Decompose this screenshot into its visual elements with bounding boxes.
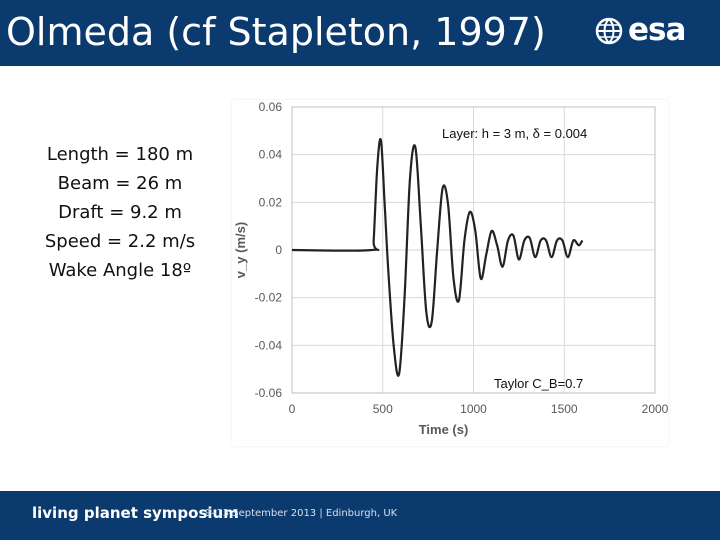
title-bar: Olmeda (cf Stapleton, 1997) esa: [0, 0, 720, 66]
spec-draft: Draft = 9.2 m: [58, 202, 182, 223]
x-tick-label: 500: [373, 402, 393, 416]
vessel-specs: Length = 180 m Beam = 26 m Draft = 9.2 m…: [30, 140, 210, 285]
footer-event-info: 9–13 September 2013 | Edinburgh, UK: [205, 508, 398, 519]
esa-logo: esa: [594, 12, 694, 54]
x-tick-label: 2000: [642, 402, 668, 416]
x-tick-label: 1500: [551, 402, 578, 416]
y-tick-label: -0.04: [255, 338, 283, 352]
y-tick-label: 0: [275, 243, 282, 257]
y-tick-label: 0.06: [259, 100, 283, 114]
y-tick-label: 0.02: [259, 195, 283, 209]
footer-symposium: living planet symposium: [32, 504, 239, 522]
annotation-layer: Layer: h = 3 m, δ = 0.004: [442, 126, 587, 141]
spec-beam: Beam = 26 m: [57, 173, 183, 194]
spec-speed: Speed = 2.2 m/s: [44, 231, 196, 252]
x-axis-label: Time (s): [419, 422, 469, 437]
spec-length: Length = 180 m: [46, 144, 194, 165]
annotation-taylor: Taylor C_B=0.7: [494, 376, 583, 391]
page-title: Olmeda (cf Stapleton, 1997): [6, 10, 546, 54]
velocity-chart: 0 500 1000 1500 2000 0.06 0.04 0.02 0 -0.02 -0.04 -…: [232, 100, 669, 446]
y-axis-label: v_y (m/s): [233, 222, 248, 278]
spec-wake-angle: Wake Angle 18º: [48, 260, 192, 281]
series-line: [291, 137, 584, 377]
y-tick-label: -0.02: [255, 291, 283, 305]
chart-svg: 0 500 1000 1500 2000 0.06 0.04 0.02 0 -0.02 -0.04 -…: [233, 100, 669, 437]
y-tick-label: 0.04: [259, 148, 283, 162]
footer-bar: living planet symposium 9–13 September 2…: [0, 491, 720, 540]
esa-globe-icon: [595, 17, 623, 45]
y-tick-label: -0.06: [255, 386, 283, 400]
x-tick-label: 1000: [460, 402, 487, 416]
esa-logo-text: esa: [628, 12, 686, 48]
x-tick-label: 0: [289, 402, 296, 416]
